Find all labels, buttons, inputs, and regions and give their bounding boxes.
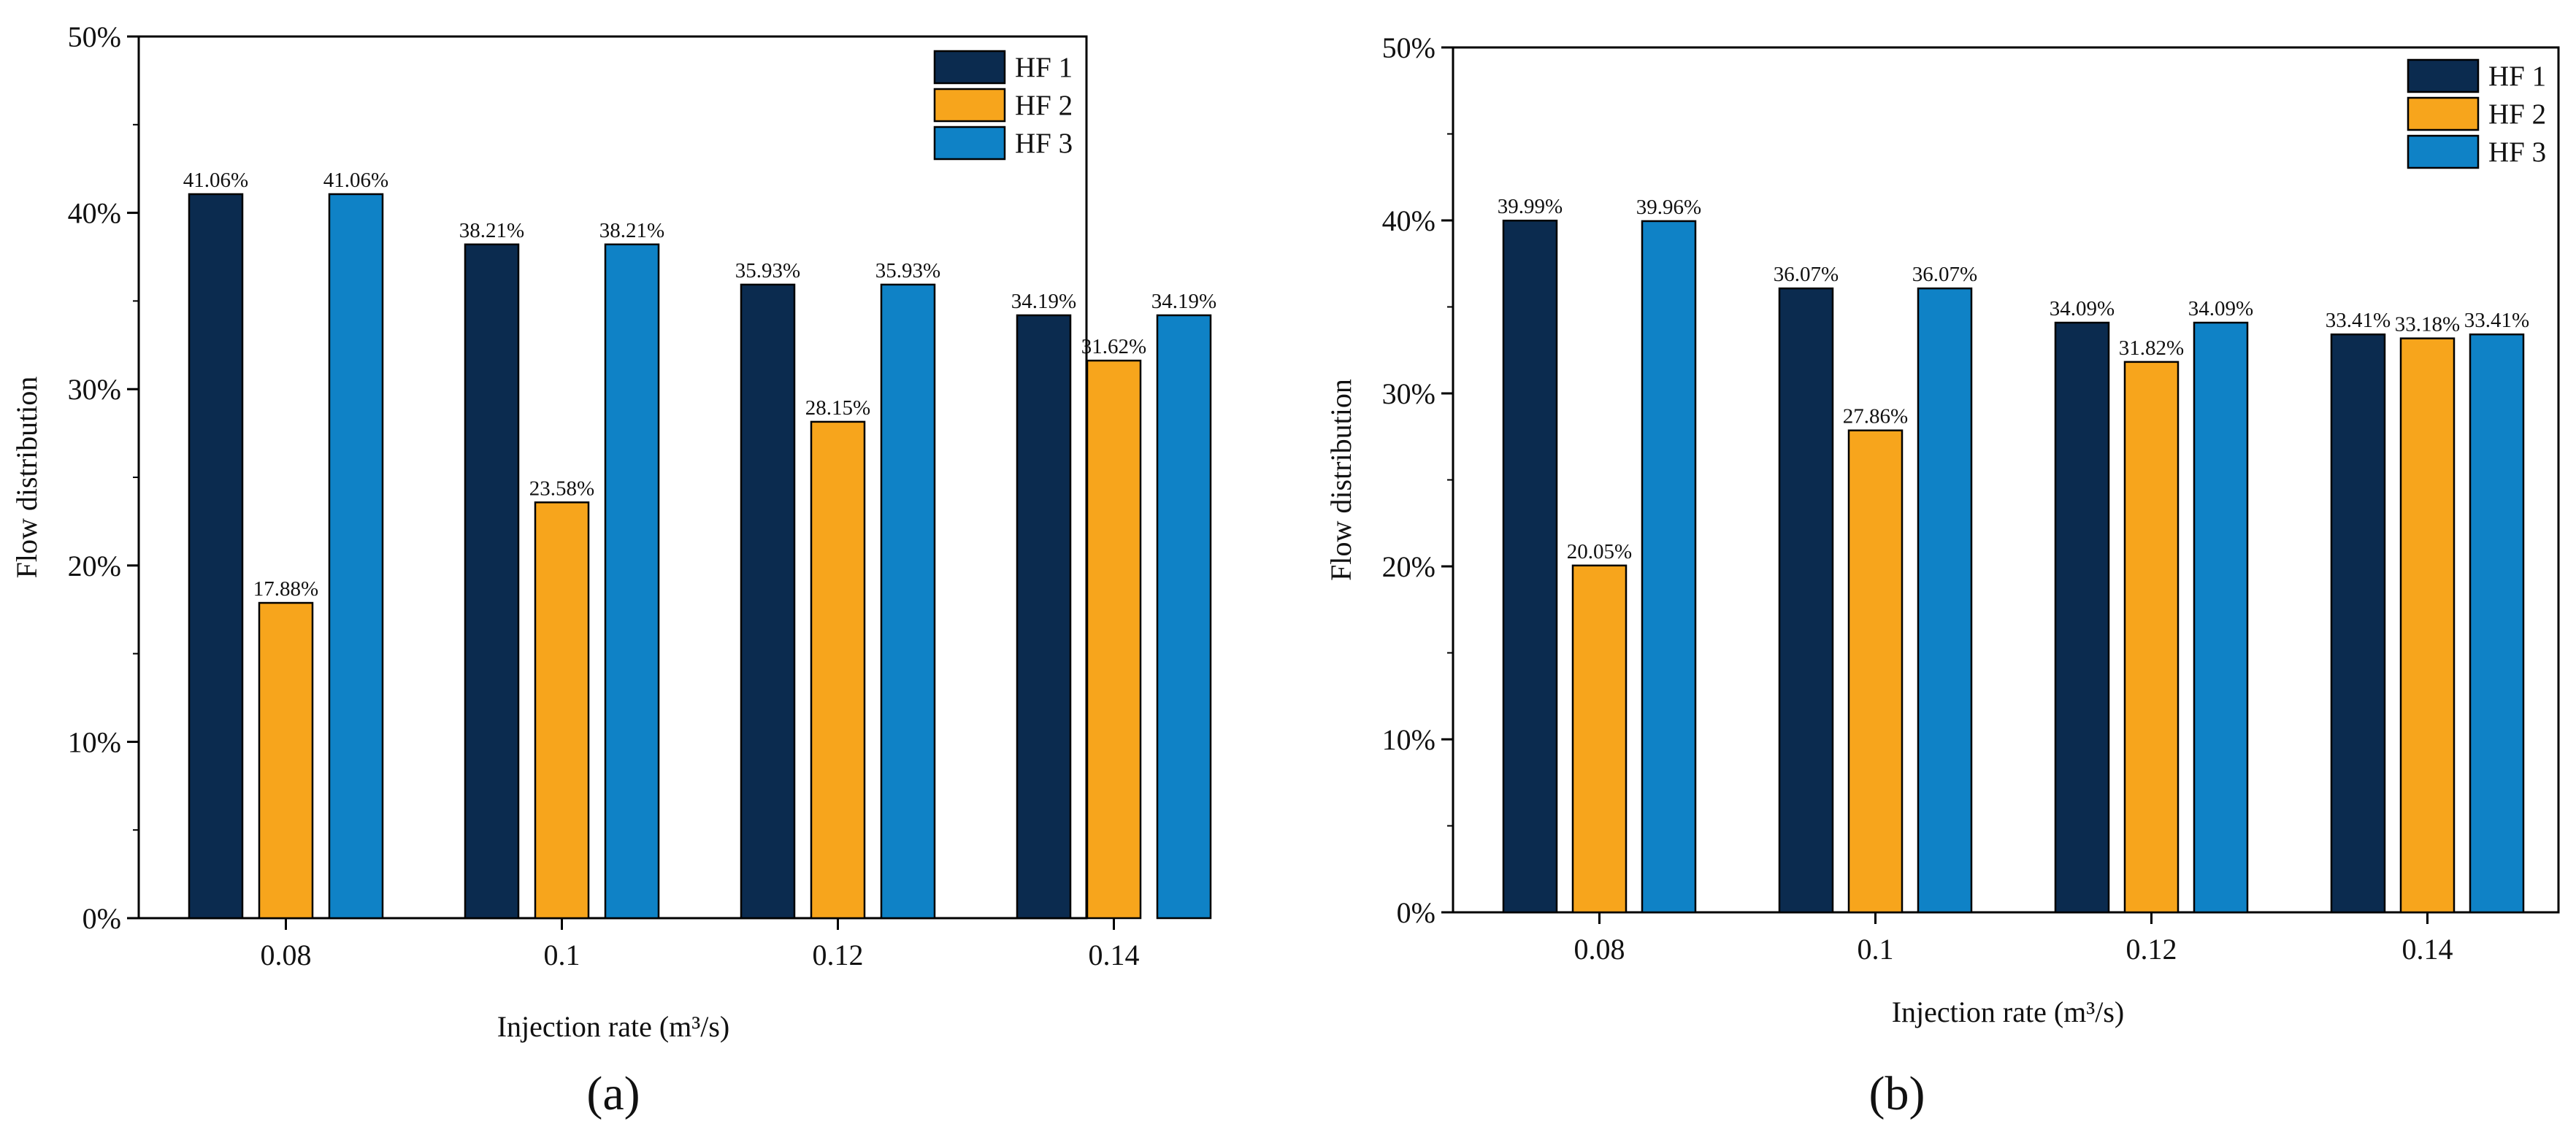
bar-hf3-0.12 bbox=[2193, 321, 2249, 914]
bar-data-label: 39.99% bbox=[1498, 195, 1563, 218]
y-tick-label: 20% bbox=[68, 550, 121, 582]
bar-hf3-0.14 bbox=[1156, 314, 1212, 920]
bar-hf2-0.1 bbox=[1847, 429, 1904, 914]
legend: HF 1 HF 2 HF 3 bbox=[933, 50, 1073, 161]
bar-hf3-0.08 bbox=[328, 193, 384, 920]
bar-data-label: 34.19% bbox=[1151, 290, 1216, 313]
bar-hf3-0.1 bbox=[1917, 287, 1973, 914]
legend-swatch bbox=[2407, 134, 2480, 169]
x-tick-label: 0.14 bbox=[2402, 933, 2453, 966]
y-tick-label: 20% bbox=[1382, 550, 1435, 583]
bar-hf1-0.12 bbox=[2054, 321, 2110, 914]
bar-hf1-0.1 bbox=[464, 243, 520, 920]
bar-data-label: 34.09% bbox=[2050, 297, 2115, 320]
legend: HF 1 HF 2 HF 3 bbox=[2407, 58, 2546, 169]
x-tick-label: 0.12 bbox=[813, 939, 864, 971]
legend-label: HF 3 bbox=[1015, 128, 1073, 159]
chart-panel-b: 0% 10% 20% 30% 40% 50% 0.08 39.99% 20.05% 39.96% 0… bbox=[1325, 31, 2560, 1120]
bar-data-label: 39.96% bbox=[1636, 196, 1701, 219]
legend-swatch bbox=[2407, 58, 2480, 93]
bar-hf1-0.1 bbox=[1778, 287, 1834, 914]
bar-hf1-0.14 bbox=[2330, 333, 2386, 914]
y-tick-label: 40% bbox=[1382, 204, 1435, 237]
y-tick-label: 10% bbox=[1382, 723, 1435, 756]
bar-data-label: 38.21% bbox=[459, 219, 524, 242]
x-axis-label: Injection rate (m³/s) bbox=[1892, 996, 2125, 1028]
bar-data-label: 27.86% bbox=[1843, 405, 1908, 428]
y-tick-label: 50% bbox=[68, 20, 121, 53]
bar-hf2-0.08 bbox=[1571, 564, 1628, 914]
legend-label: HF 2 bbox=[2488, 99, 2546, 130]
bar-hf2-0.1 bbox=[534, 501, 590, 920]
bar-hf3-0.08 bbox=[1641, 220, 1697, 914]
bar-hf2-0.14 bbox=[1086, 359, 1142, 920]
bar-hf2-0.12 bbox=[810, 420, 866, 920]
legend-label: HF 1 bbox=[1015, 52, 1073, 83]
bar-hf2-0.14 bbox=[2399, 337, 2456, 914]
x-tick-label: 0.14 bbox=[1089, 939, 1140, 971]
bar-data-label: 35.93% bbox=[735, 259, 800, 282]
y-tick-label: 10% bbox=[68, 725, 121, 758]
y-tick-label: 0% bbox=[83, 902, 121, 935]
bar-data-label: 23.58% bbox=[529, 477, 594, 500]
x-tick-label: 0.08 bbox=[1574, 933, 1625, 966]
x-tick-label: 0.12 bbox=[2126, 933, 2177, 966]
bar-data-label: 20.05% bbox=[1567, 540, 1632, 563]
bar-data-label: 38.21% bbox=[599, 219, 664, 242]
x-tick-label: 0.08 bbox=[261, 939, 312, 971]
y-axis-label: Flow distribution bbox=[1325, 379, 1357, 581]
panel-label: (b) bbox=[1869, 1067, 1925, 1120]
bar-data-label: 35.93% bbox=[875, 259, 940, 282]
bar-data-label: 17.88% bbox=[253, 577, 318, 601]
x-tick-label: 0.1 bbox=[544, 939, 580, 971]
y-tick-label: 30% bbox=[1382, 377, 1435, 410]
panel-label: (a) bbox=[586, 1067, 640, 1120]
bar-hf3-0.14 bbox=[2469, 333, 2525, 914]
legend-label: HF 3 bbox=[2488, 136, 2546, 168]
bar-hf2-0.08 bbox=[258, 601, 314, 920]
y-tick-label: 40% bbox=[68, 197, 121, 230]
y-axis-label: Flow distribution bbox=[10, 377, 43, 579]
bar-data-label: 33.18% bbox=[2395, 313, 2460, 336]
bar-data-label: 34.19% bbox=[1011, 290, 1076, 313]
bar-hf2-0.12 bbox=[2123, 361, 2180, 914]
legend-swatch bbox=[933, 50, 1006, 85]
bar-data-label: 33.41% bbox=[2326, 309, 2391, 332]
bar-hf3-0.12 bbox=[880, 283, 936, 920]
bar-data-label: 34.09% bbox=[2188, 297, 2253, 320]
legend-label: HF 1 bbox=[2488, 61, 2546, 92]
bar-data-label: 41.06% bbox=[323, 169, 388, 192]
y-tick-label: 30% bbox=[68, 373, 121, 406]
x-tick-label: 0.1 bbox=[1858, 933, 1894, 966]
bar-data-label: 41.06% bbox=[183, 169, 248, 192]
bar-data-label: 36.07% bbox=[1774, 263, 1839, 286]
bar-hf1-0.08 bbox=[1502, 219, 1558, 914]
bar-hf1-0.12 bbox=[740, 283, 796, 920]
bar-data-label: 28.15% bbox=[805, 396, 870, 420]
legend-swatch bbox=[933, 88, 1006, 123]
bar-data-label: 36.07% bbox=[1912, 263, 1977, 286]
x-axis-label: Injection rate (m³/s) bbox=[497, 1010, 730, 1043]
y-tick-label: 0% bbox=[1397, 896, 1435, 929]
bar-hf1-0.08 bbox=[188, 193, 244, 920]
bar-data-label: 31.62% bbox=[1081, 335, 1146, 358]
bar-hf1-0.14 bbox=[1016, 314, 1072, 920]
y-tick-label: 50% bbox=[1382, 31, 1435, 64]
legend-swatch bbox=[2407, 96, 2480, 131]
bar-data-label: 31.82% bbox=[2119, 336, 2184, 360]
legend-swatch bbox=[933, 126, 1006, 161]
bar-data-label: 33.41% bbox=[2464, 309, 2529, 332]
chart-panel-a: 0% 10% 20% 30% 40% 50% 0.08 41.06% 17.88% 41.06% 0… bbox=[10, 20, 1216, 1120]
legend-label: HF 2 bbox=[1015, 90, 1073, 121]
bar-hf3-0.1 bbox=[604, 243, 660, 920]
